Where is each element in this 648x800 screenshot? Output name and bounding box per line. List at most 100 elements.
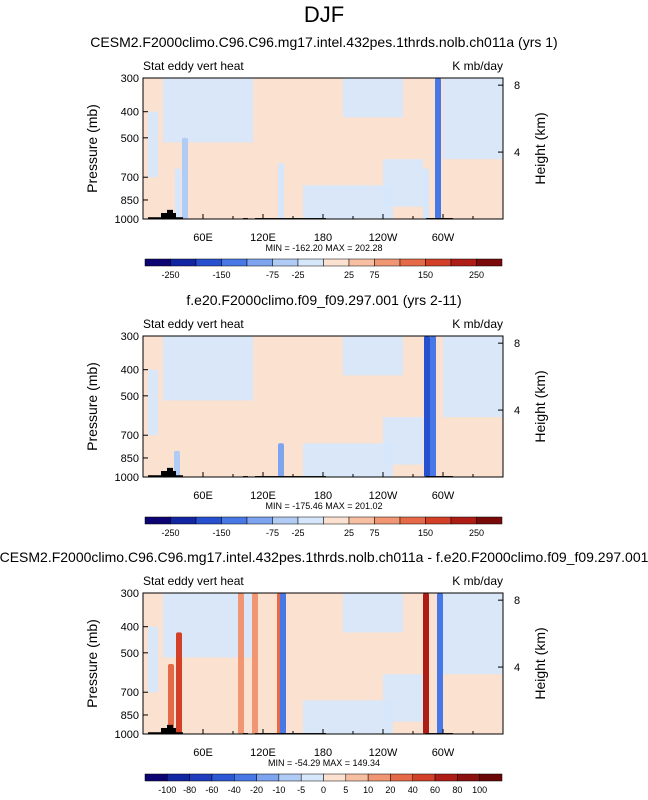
- y-tick-label: 400: [121, 365, 139, 377]
- colorbar-label: 75: [369, 528, 379, 538]
- colorbar-box: [170, 516, 197, 525]
- field-region: [443, 593, 503, 675]
- colorbar-box: [345, 773, 369, 782]
- colorbar-label: 60: [430, 785, 440, 795]
- colorbar-box: [144, 258, 171, 267]
- colorbar-box: [390, 773, 413, 782]
- colorbar-label: -5: [297, 785, 305, 795]
- y-tick-label: 1000: [115, 214, 139, 226]
- x-tick-label: 60W: [432, 747, 455, 759]
- colorbar-box: [272, 516, 299, 525]
- colorbar-box: [300, 773, 324, 782]
- colorbar-label: -75: [266, 528, 279, 538]
- colorbar-box: [367, 773, 391, 782]
- field-feature: [174, 450, 180, 477]
- figure-title: DJF: [304, 2, 344, 27]
- y-axis-label: Pressure (mb): [84, 104, 100, 193]
- x-tick-label: 120W: [369, 232, 398, 244]
- x-tick-label: 120W: [369, 747, 398, 759]
- field-feature: [168, 663, 174, 734]
- field-feature: [423, 168, 429, 219]
- colorbar-box: [297, 516, 324, 525]
- field-region: [343, 78, 403, 118]
- x-tick-label: 120W: [369, 490, 398, 502]
- colorbar-box: [211, 773, 235, 782]
- x-tick-label: 60E: [193, 747, 213, 759]
- panel-right-label: K mb/day: [452, 59, 503, 73]
- colorbar-box: [425, 258, 452, 267]
- x-tick-label: 60E: [193, 490, 213, 502]
- colorbar-box: [374, 516, 401, 525]
- field-region: [343, 593, 403, 633]
- y-tick-label: 300: [121, 73, 139, 85]
- colorbar-box: [399, 258, 426, 267]
- y-tick-label: 850: [121, 710, 139, 722]
- colorbar-box: [195, 516, 222, 525]
- field-feature: [238, 593, 244, 734]
- x-tick-label: 60E: [193, 232, 213, 244]
- colorbar-label: -250: [161, 528, 179, 538]
- colorbar-label: -80: [183, 785, 196, 795]
- field-region: [443, 78, 503, 160]
- y-tick-label: 1000: [115, 729, 139, 741]
- colorbar-box: [278, 773, 302, 782]
- colorbar-box: [144, 773, 168, 782]
- y-tick-label: 300: [121, 331, 139, 343]
- colorbar-box: [246, 258, 273, 267]
- colorbar-box: [195, 258, 222, 267]
- topography: [167, 209, 173, 219]
- colorbar-label: -75: [266, 270, 279, 280]
- panel-title: f.e20.F2000climo.f09_f09.297.001 (yrs 2-…: [186, 292, 461, 308]
- field-feature: [252, 593, 258, 734]
- field-feature: [430, 336, 436, 477]
- min-max-text: MIN = -175.46 MAX = 201.02: [265, 501, 382, 511]
- height-axis-label: Height (km): [532, 370, 548, 442]
- colorbar-label: -250: [161, 270, 179, 280]
- y-tick-label: 700: [121, 430, 139, 442]
- colorbar-label: -100: [158, 785, 176, 795]
- colorbar-label: 5: [343, 785, 348, 795]
- field-region: [163, 336, 253, 401]
- colorbar-box: [374, 258, 401, 267]
- colorbar: -250 -150 -75 -25 25 75 150 250: [144, 258, 503, 280]
- colorbar-box: [323, 773, 347, 782]
- field-feature: [278, 163, 284, 219]
- colorbar-box: [170, 258, 197, 267]
- field-layer: [143, 78, 503, 219]
- panel-title: CESM2.F2000climo.C96.C96.mg17.intel.432p…: [90, 34, 557, 50]
- colorbar-label: 25: [344, 270, 354, 280]
- x-tick-label: 180: [314, 232, 332, 244]
- colorbar-box: [348, 516, 375, 525]
- colorbar: -250 -150 -75 -25 25 75 150 250: [144, 516, 503, 538]
- colorbar-label: 250: [469, 270, 484, 280]
- colorbar-box: [412, 773, 436, 782]
- colorbar-label: 250: [469, 528, 484, 538]
- x-tick-label: 180: [314, 490, 332, 502]
- colorbar-label: -25: [291, 270, 304, 280]
- colorbar-label: -20: [250, 785, 263, 795]
- colorbar-box: [221, 516, 248, 525]
- panel-right-label: K mb/day: [452, 574, 503, 588]
- colorbar-label: -10: [272, 785, 285, 795]
- field-feature: [423, 593, 429, 734]
- height-axis-label: Height (km): [532, 112, 548, 184]
- colorbar-box: [425, 516, 452, 525]
- min-max-text: MIN = -54.29 MAX = 149.34: [268, 758, 380, 768]
- colorbar-label: 10: [363, 785, 373, 795]
- field-layer: [143, 593, 503, 734]
- y-tick-label: 500: [121, 133, 139, 145]
- field-layer: [143, 336, 503, 477]
- panel-title: CESM2.F2000climo.C96.C96.mg17.intel.432p…: [0, 549, 648, 565]
- colorbar-label: 25: [344, 528, 354, 538]
- x-tick-label: 60W: [432, 232, 455, 244]
- y-tick-label: 850: [121, 195, 139, 207]
- colorbar-label: -150: [212, 270, 230, 280]
- field-feature: [175, 168, 181, 219]
- y-tick-label: 1000: [115, 472, 139, 484]
- x-tick-label: 60W: [432, 490, 455, 502]
- x-tick-label: 120E: [250, 232, 276, 244]
- field-feature: [435, 78, 441, 219]
- colorbar-label: 0: [321, 785, 326, 795]
- panel-1: CESM2.F2000climo.C96.C96.mg17.intel.432p…: [84, 34, 558, 280]
